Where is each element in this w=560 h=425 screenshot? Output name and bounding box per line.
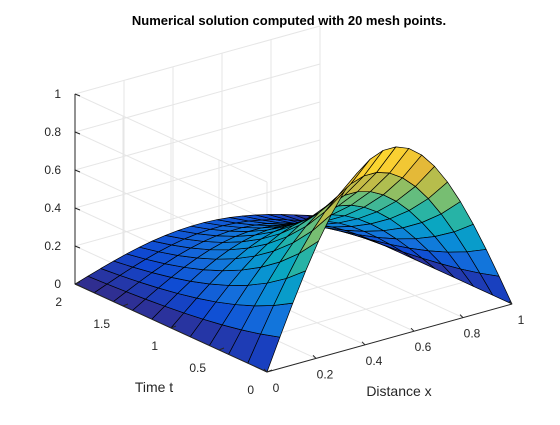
y-tick-mark xyxy=(122,303,129,307)
x-tick-label: 0 xyxy=(273,381,280,395)
x-tick-mark xyxy=(410,327,415,332)
axis-layer xyxy=(74,93,513,373)
surface-layer xyxy=(74,146,513,373)
x-tick-mark xyxy=(508,300,513,305)
x-axis-label: Distance x xyxy=(366,383,431,399)
z-tick-mark xyxy=(74,207,81,211)
grid-line xyxy=(73,63,321,221)
z-tick-label: 0.2 xyxy=(44,239,61,253)
surface-patch xyxy=(479,272,513,305)
x-tick-label: 0.8 xyxy=(464,327,481,341)
x-tick-mark xyxy=(459,314,464,318)
z-tick-mark xyxy=(74,283,81,287)
z-tick-label: 0.4 xyxy=(44,201,61,215)
y-tick-label: 0 xyxy=(247,383,254,397)
z-tick-label: 0 xyxy=(54,277,61,291)
x-axis-line xyxy=(266,303,513,373)
z-tick-label: 0.8 xyxy=(44,125,61,139)
y-tick-mark xyxy=(266,369,273,373)
z-tick-mark xyxy=(74,131,81,135)
x-tick-label: 0.6 xyxy=(415,340,432,354)
y-tick-label: 1 xyxy=(151,339,158,353)
z-tick-label: 0.6 xyxy=(44,163,61,177)
x-tick-mark xyxy=(361,341,366,346)
y-tick-label: 0.5 xyxy=(189,361,206,375)
x-tick-label: 0.4 xyxy=(366,354,383,368)
tick-labels: 0 0.2 0.4 0.6 0.8 1 0 0.5 1 1.5 2 0 0.2 0.4 0.6 0.8 1 xyxy=(44,87,524,397)
x-tick-mark xyxy=(312,355,317,359)
grid-line xyxy=(73,25,321,183)
y-tick-label: 2 xyxy=(55,295,62,309)
y-tick-mark xyxy=(170,325,177,329)
x-tick-label: 0.2 xyxy=(317,367,334,381)
y-tick-mark xyxy=(218,347,225,351)
x-tick-mark xyxy=(263,368,268,373)
y-axis-label: Time t xyxy=(135,379,173,395)
y-tick-mark xyxy=(74,281,81,285)
z-tick-mark xyxy=(74,93,81,97)
x-tick-label: 1 xyxy=(518,313,525,327)
z-tick-mark xyxy=(74,245,81,249)
y-tick-label: 1.5 xyxy=(93,317,110,331)
z-tick-mark xyxy=(74,169,81,173)
z-tick-label: 1 xyxy=(54,87,61,101)
chart-title: Numerical solution computed with 20 mesh… xyxy=(132,13,446,28)
